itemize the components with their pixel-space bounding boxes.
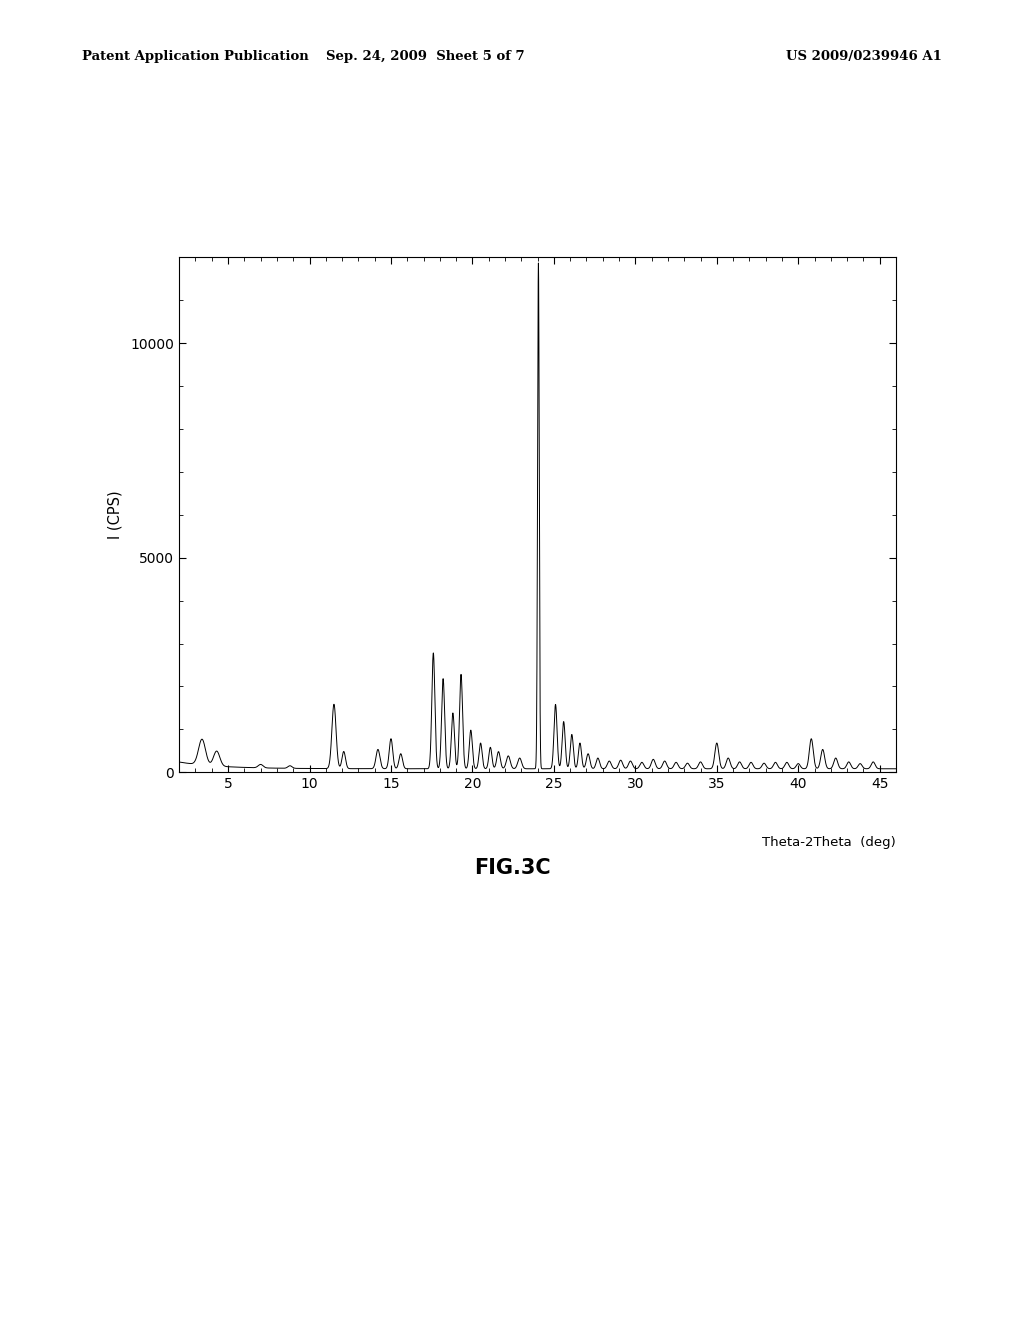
Text: Sep. 24, 2009  Sheet 5 of 7: Sep. 24, 2009 Sheet 5 of 7 [326,50,524,63]
Text: Patent Application Publication: Patent Application Publication [82,50,308,63]
Y-axis label: I (CPS): I (CPS) [108,491,122,539]
Text: Theta-2Theta  (deg): Theta-2Theta (deg) [762,836,896,849]
Text: FIG.3C: FIG.3C [474,858,550,878]
Text: US 2009/0239946 A1: US 2009/0239946 A1 [786,50,942,63]
